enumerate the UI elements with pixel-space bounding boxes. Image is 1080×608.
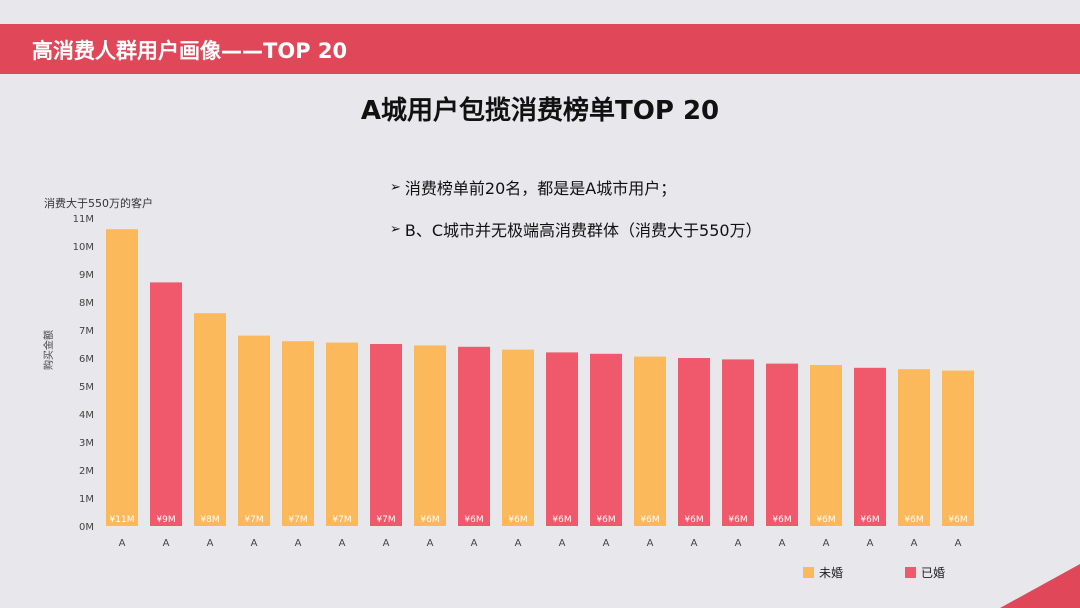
y-tick-label: 1M — [79, 494, 94, 505]
y-tick-label: 10M — [73, 242, 94, 253]
bar-data-label: ¥6M — [904, 515, 923, 525]
bar-data-label: ¥9M — [156, 515, 175, 525]
x-tick-label: A — [691, 538, 698, 549]
x-tick-label: A — [559, 538, 566, 549]
y-tick-label: 7M — [79, 326, 94, 337]
bar — [194, 313, 226, 526]
y-tick-label: 4M — [79, 410, 94, 421]
x-tick-label: A — [339, 538, 346, 549]
bar — [282, 341, 314, 526]
bullet-list: ➢ 消费榜单前20名，都是是A城市用户； ➢ B、C城市并无极端高消费群体（消费… — [390, 176, 762, 260]
bar-data-label: ¥6M — [772, 515, 791, 525]
bar-data-label: ¥8M — [200, 515, 219, 525]
bar-data-label: ¥6M — [728, 515, 747, 525]
x-tick-label: A — [647, 538, 654, 549]
legend-swatch-married — [905, 567, 916, 578]
bar-data-label: ¥6M — [948, 515, 967, 525]
header-title: 高消费人群用户画像——TOP 20 — [32, 39, 348, 63]
bar-chart: 0M 1M 2M 3M 4M 5M 6M 7M 8M 9M 10M 11M ¥11M A ¥9M A ¥8M A ¥… — [73, 214, 974, 549]
bar — [854, 367, 886, 526]
bar — [810, 365, 842, 526]
header-bar: 高消费人群用户画像——TOP 20 — [0, 24, 1080, 74]
bar-data-label: ¥6M — [420, 515, 439, 525]
bullet-text: 消费榜单前20名，都是是A城市用户； — [404, 179, 677, 198]
bar — [678, 358, 710, 526]
x-tick-label: A — [779, 538, 786, 549]
bar — [414, 345, 446, 526]
bar — [150, 282, 182, 526]
bullet-text: B、C城市并无极端高消费群体（消费大于550万） — [404, 221, 762, 240]
x-tick-label: A — [251, 538, 258, 549]
legend-label: 已婚 — [921, 566, 946, 580]
x-tick-label: A — [207, 538, 214, 549]
bar-data-label: ¥6M — [684, 515, 703, 525]
y-tick-label: 9M — [79, 270, 94, 281]
main-title: A城用户包揽消费榜单TOP 20 — [360, 96, 720, 126]
bar-data-label: ¥6M — [508, 515, 527, 525]
bar — [766, 363, 798, 526]
x-tick-label: A — [163, 538, 170, 549]
bar — [502, 349, 534, 526]
corner-decoration — [1000, 564, 1080, 608]
bar-data-label: ¥6M — [464, 515, 483, 525]
bar-data-label: ¥6M — [596, 515, 615, 525]
y-tick-label: 2M — [79, 466, 94, 477]
bullet-item: ➢ 消费榜单前20名，都是是A城市用户； — [390, 176, 762, 198]
y-tick-label: 6M — [79, 354, 94, 365]
arrow-bullet-icon: ➢ — [390, 179, 401, 195]
bar-data-label: ¥11M — [110, 515, 135, 525]
bullet-item: ➢ B、C城市并无极端高消费群体（消费大于550万） — [390, 218, 762, 240]
y-tick-label: 5M — [79, 382, 94, 393]
arrow-bullet-icon: ➢ — [390, 221, 401, 237]
bar-data-label: ¥7M — [376, 515, 395, 525]
x-tick-label: A — [603, 538, 610, 549]
bar-data-label: ¥7M — [244, 515, 263, 525]
bar-data-label: ¥6M — [816, 515, 835, 525]
bar-data-label: ¥6M — [552, 515, 571, 525]
bar — [370, 344, 402, 526]
bar — [238, 335, 270, 526]
bar — [326, 342, 358, 526]
bar-data-label: ¥6M — [860, 515, 879, 525]
legend-swatch-unmarried — [803, 567, 814, 578]
legend-item-married: 已婚 — [905, 564, 945, 581]
y-tick-label: 0M — [79, 522, 94, 533]
bar — [898, 369, 930, 526]
x-tick-label: A — [383, 538, 390, 549]
x-tick-label: A — [735, 538, 742, 549]
legend-label: 未婚 — [819, 566, 844, 580]
x-tick-label: A — [515, 538, 522, 549]
x-tick-label: A — [955, 538, 962, 549]
legend-item-unmarried: 未婚 — [803, 564, 843, 581]
bar — [106, 229, 138, 526]
bar-data-label: ¥7M — [288, 515, 307, 525]
x-tick-label: A — [427, 538, 434, 549]
x-tick-label: A — [823, 538, 830, 549]
y-tick-label: 8M — [79, 298, 94, 309]
bar — [458, 346, 490, 526]
bar — [546, 352, 578, 526]
bar — [722, 359, 754, 526]
y-tick-label: 11M — [73, 214, 94, 225]
bar-data-label: ¥7M — [332, 515, 351, 525]
x-tick-label: A — [119, 538, 126, 549]
chart-title: 消费大于550万的客户 — [44, 197, 153, 210]
x-tick-label: A — [471, 538, 478, 549]
bar — [590, 353, 622, 526]
bar — [634, 356, 666, 526]
x-tick-label: A — [295, 538, 302, 549]
bar-data-label: ¥6M — [640, 515, 659, 525]
bar — [942, 370, 974, 526]
y-tick-label: 3M — [79, 438, 94, 449]
x-tick-label: A — [911, 538, 918, 549]
x-tick-label: A — [867, 538, 874, 549]
